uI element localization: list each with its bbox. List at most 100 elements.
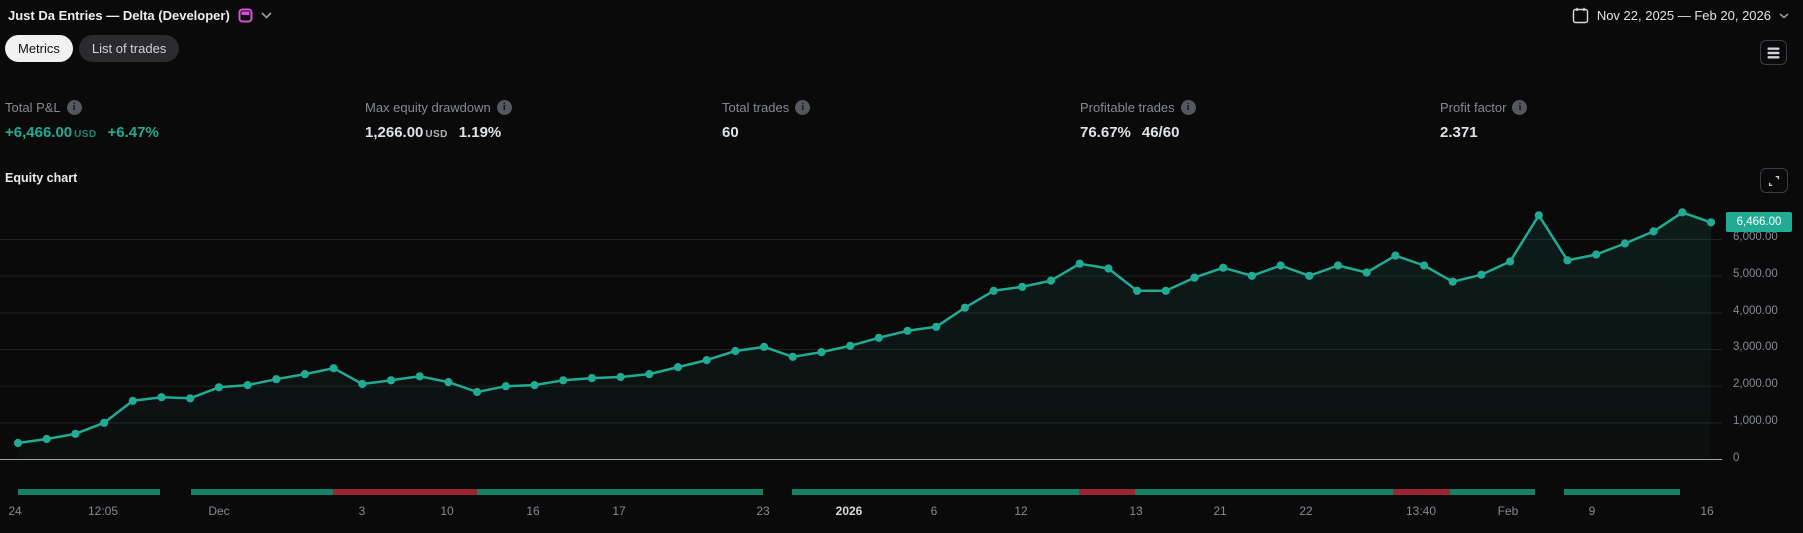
win-streak-segment xyxy=(18,489,160,495)
info-icon[interactable]: i xyxy=(66,100,82,115)
chevron-down-icon xyxy=(1779,12,1789,19)
x-axis-label: Feb xyxy=(1497,504,1519,518)
equity-area-fill xyxy=(18,212,1711,460)
x-axis-label: 17 xyxy=(612,504,626,518)
equity-point xyxy=(587,374,597,383)
equity-point xyxy=(71,429,80,438)
win-streak-segment xyxy=(1135,489,1393,495)
stat-label: Total trades xyxy=(722,100,790,115)
stat-value: 60 xyxy=(722,124,739,141)
x-axis-label: 2026 xyxy=(835,504,863,518)
equity-point xyxy=(1046,276,1056,285)
equity-point xyxy=(846,341,855,350)
stat-extra: 46/60 xyxy=(1141,124,1180,141)
equity-point xyxy=(243,381,252,390)
info-icon[interactable]: i xyxy=(1180,100,1196,115)
x-axis-label: 12 xyxy=(1014,504,1028,518)
equity-point xyxy=(731,346,740,356)
equity-point xyxy=(1333,261,1343,270)
equity-point xyxy=(1592,250,1601,259)
equity-point xyxy=(13,438,23,448)
equity-point xyxy=(1075,259,1084,268)
equity-point xyxy=(100,418,109,427)
y-axis-label: 2,000.00 xyxy=(1733,378,1778,391)
view-tabs: Metrics List of trades xyxy=(5,35,180,62)
stat-unit: USD xyxy=(74,129,97,140)
x-axis-label: 6 xyxy=(930,504,938,518)
equity-point xyxy=(559,376,568,385)
stat-unit: USD xyxy=(425,129,448,140)
y-axis-label: 4,000.00 xyxy=(1733,304,1778,317)
equity-point xyxy=(760,342,769,351)
equity-point xyxy=(1362,268,1371,277)
tab-list-of-trades[interactable]: List of trades xyxy=(78,35,180,62)
equity-point xyxy=(214,383,223,392)
report-layout-button[interactable] xyxy=(1760,40,1787,65)
win-streak-segment xyxy=(792,489,1079,495)
equity-point xyxy=(817,348,826,357)
y-axis-label: 6,000.00 xyxy=(1733,231,1778,244)
win-streak-segment xyxy=(1450,489,1535,495)
equity-point xyxy=(272,375,281,384)
win-streak-segment xyxy=(477,489,763,495)
chevron-down-icon[interactable] xyxy=(261,12,272,19)
info-icon[interactable]: i xyxy=(1512,100,1528,115)
info-icon[interactable]: i xyxy=(496,100,512,115)
equity-point xyxy=(128,396,137,405)
equity-chart-title: Equity chart xyxy=(5,171,78,185)
x-axis-label: 22 xyxy=(1299,504,1313,518)
x-axis-label: 13:40 xyxy=(1405,504,1437,518)
equity-point xyxy=(329,364,338,373)
rows-icon xyxy=(1767,47,1780,58)
equity-point xyxy=(1649,227,1658,236)
stat-label: Profitable trades xyxy=(1080,100,1175,115)
equity-point xyxy=(903,326,912,335)
strategy-icon xyxy=(238,8,253,23)
x-axis-label: 16 xyxy=(526,504,540,518)
x-axis-label: 13 xyxy=(1129,504,1143,518)
equity-point xyxy=(645,370,654,379)
equity-point xyxy=(1305,271,1314,280)
x-axis-label: 12:05 xyxy=(87,504,119,518)
equity-point xyxy=(473,387,482,397)
stat-total-trades: Total trades i 60 xyxy=(722,100,811,141)
stat-total-pnl: Total P&L i +6,466.00 USD +6.47% xyxy=(5,100,159,141)
expand-chart-button[interactable] xyxy=(1760,168,1788,193)
tab-metrics[interactable]: Metrics xyxy=(5,35,73,62)
loss-streak-segment xyxy=(1393,489,1450,495)
stat-profitable-trades: Profitable trades i 76.67% 46/60 xyxy=(1080,100,1196,141)
equity-point xyxy=(1104,264,1113,273)
equity-point xyxy=(386,376,396,385)
equity-point xyxy=(1190,273,1199,282)
equity-point xyxy=(501,382,510,391)
x-axis-label: Dec xyxy=(208,504,230,518)
equity-point xyxy=(874,333,883,342)
calendar-icon xyxy=(1572,7,1589,24)
strategy-selector[interactable]: Just Da Entries — Delta (Developer) xyxy=(8,8,272,23)
equity-point xyxy=(157,393,166,402)
stat-value: 1,266.00 xyxy=(365,124,424,141)
x-axis-label: 21 xyxy=(1213,504,1227,518)
equity-point xyxy=(673,363,683,372)
equity-point xyxy=(358,379,367,389)
expand-icon xyxy=(1768,175,1780,186)
equity-point xyxy=(1534,211,1543,220)
info-icon[interactable]: i xyxy=(795,100,811,115)
equity-point xyxy=(1678,208,1687,217)
loss-streak-segment xyxy=(333,489,477,495)
last-value-badge: 6,466.00 xyxy=(1726,212,1792,233)
equity-point xyxy=(702,356,711,365)
x-axis-label: 9 xyxy=(1588,504,1596,518)
stat-extra: 1.19% xyxy=(458,124,502,141)
date-range-label: Nov 22, 2025 — Feb 20, 2026 xyxy=(1596,8,1771,23)
equity-point xyxy=(1420,261,1429,270)
equity-point xyxy=(1018,282,1027,291)
x-axis-label: 10 xyxy=(440,504,454,518)
x-axis-label: 23 xyxy=(756,504,770,518)
loss-streak-segment xyxy=(1079,489,1135,495)
equity-point xyxy=(1133,286,1142,295)
equity-point xyxy=(186,394,195,403)
equity-chart[interactable] xyxy=(0,170,1722,470)
date-range-picker[interactable]: Nov 22, 2025 — Feb 20, 2026 xyxy=(1572,7,1789,24)
equity-point xyxy=(1219,263,1228,272)
